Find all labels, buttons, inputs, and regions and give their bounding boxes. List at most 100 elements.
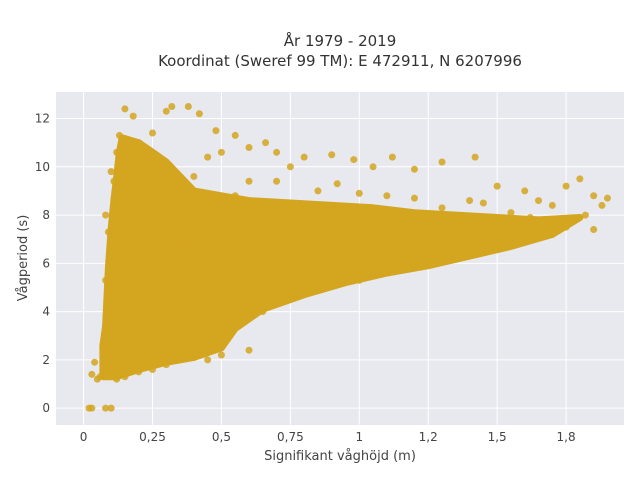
y-tick-label: 10 bbox=[35, 160, 50, 174]
y-tick-label: 0 bbox=[42, 401, 50, 415]
data-point bbox=[273, 148, 281, 156]
data-point bbox=[231, 255, 239, 262]
data-point bbox=[383, 245, 391, 253]
chart-title: År 1979 - 2019 bbox=[284, 31, 397, 50]
data-point bbox=[590, 226, 598, 234]
data-point bbox=[135, 245, 143, 253]
data-point bbox=[300, 264, 308, 272]
x-tick-label: 1,8 bbox=[557, 430, 576, 444]
data-point bbox=[135, 139, 143, 147]
data-point bbox=[195, 110, 203, 118]
data-point bbox=[245, 144, 253, 151]
data-point bbox=[190, 346, 198, 354]
x-tick-label: 0,25 bbox=[139, 430, 166, 444]
data-point bbox=[314, 187, 322, 195]
data-point bbox=[424, 235, 432, 243]
dense-point-cloud bbox=[99, 134, 584, 381]
data-point bbox=[91, 358, 99, 366]
data-point bbox=[410, 165, 418, 173]
y-tick-label: 4 bbox=[42, 305, 50, 319]
data-point bbox=[383, 269, 391, 277]
data-point bbox=[438, 158, 446, 166]
data-point bbox=[113, 375, 121, 383]
data-point bbox=[300, 153, 308, 161]
x-tick-label: 1,5 bbox=[488, 430, 507, 444]
data-point bbox=[262, 139, 270, 147]
data-point bbox=[507, 209, 515, 217]
data-point bbox=[102, 276, 110, 284]
data-point bbox=[115, 131, 123, 139]
data-point bbox=[113, 148, 121, 156]
data-point bbox=[526, 213, 534, 221]
data-point bbox=[217, 206, 225, 214]
data-point bbox=[286, 296, 294, 304]
data-point bbox=[562, 223, 570, 231]
data-point bbox=[102, 404, 110, 412]
data-point bbox=[314, 286, 322, 294]
data-point bbox=[107, 168, 115, 176]
data-point bbox=[410, 213, 418, 221]
data-point bbox=[149, 129, 157, 137]
data-point bbox=[576, 175, 584, 183]
data-point bbox=[245, 216, 253, 224]
data-point bbox=[162, 189, 170, 197]
data-point bbox=[149, 153, 157, 161]
data-point bbox=[104, 332, 112, 340]
data-point bbox=[286, 221, 294, 229]
data-point bbox=[102, 366, 110, 373]
data-point bbox=[104, 228, 112, 236]
data-point bbox=[466, 197, 474, 205]
data-point bbox=[157, 322, 165, 330]
data-point bbox=[273, 279, 281, 287]
data-point bbox=[245, 346, 253, 354]
y-axis-title: Vågperiod (s) bbox=[16, 215, 31, 302]
data-point bbox=[410, 194, 418, 202]
data-point bbox=[535, 197, 543, 205]
data-point bbox=[548, 230, 556, 238]
y-tick-label: 8 bbox=[42, 208, 50, 222]
x-tick-label: 1,2 bbox=[419, 430, 438, 444]
data-point bbox=[184, 102, 192, 110]
chart-subtitle: Koordinat (Sweref 99 TM): E 472911, N 62… bbox=[158, 52, 522, 70]
x-tick-label: 0,5 bbox=[212, 430, 231, 444]
data-point bbox=[590, 192, 598, 200]
data-point bbox=[168, 102, 176, 110]
data-point bbox=[328, 204, 336, 212]
data-point bbox=[521, 187, 529, 195]
data-point bbox=[140, 337, 148, 345]
data-point bbox=[88, 404, 96, 412]
data-point bbox=[176, 180, 184, 188]
data-point bbox=[107, 404, 115, 412]
data-point bbox=[129, 112, 137, 120]
x-axis-title: Signifikant våghöjd (m) bbox=[264, 449, 416, 464]
data-point bbox=[355, 226, 363, 234]
data-point bbox=[190, 240, 198, 248]
data-point bbox=[102, 211, 110, 219]
data-point bbox=[190, 172, 198, 180]
data-point bbox=[149, 366, 157, 373]
x-tick-label: 1 bbox=[355, 430, 363, 444]
data-point bbox=[471, 153, 479, 161]
data-point bbox=[493, 182, 501, 190]
data-point bbox=[603, 194, 611, 202]
data-point bbox=[162, 303, 170, 311]
data-point bbox=[204, 153, 212, 161]
data-point bbox=[328, 151, 336, 159]
data-point bbox=[217, 148, 225, 156]
data-points bbox=[85, 102, 611, 412]
data-point bbox=[118, 283, 126, 291]
x-axis-ticks: 0 0,25 0,5 0,75 1 1,2 1,5 1,8 bbox=[80, 430, 576, 444]
data-point bbox=[217, 351, 225, 359]
data-point bbox=[355, 189, 363, 197]
data-point bbox=[259, 308, 267, 316]
data-point bbox=[204, 281, 212, 289]
data-point bbox=[333, 180, 341, 188]
data-point bbox=[369, 163, 377, 171]
data-point bbox=[598, 201, 606, 209]
data-point bbox=[355, 276, 363, 284]
data-point bbox=[162, 107, 170, 115]
data-point bbox=[245, 177, 253, 185]
data-point bbox=[231, 131, 239, 139]
